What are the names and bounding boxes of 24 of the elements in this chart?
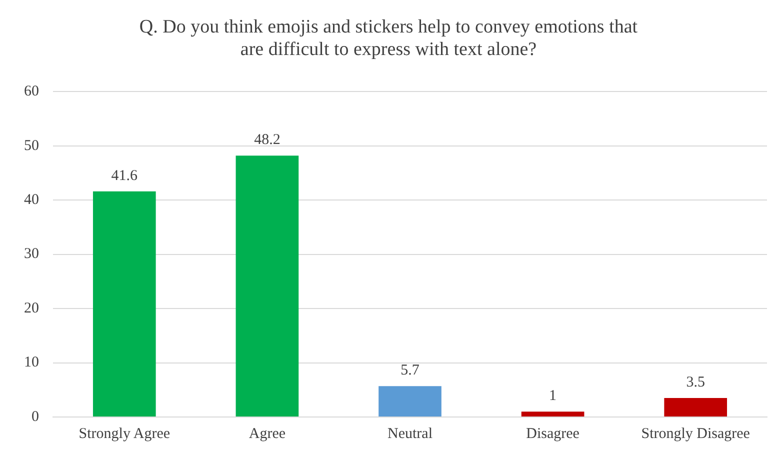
bar: [521, 412, 584, 416]
bar: [92, 191, 156, 416]
y-tick-label: 10: [24, 354, 39, 371]
bar: [236, 156, 299, 416]
data-label: 3.5: [686, 374, 705, 390]
bar: [664, 398, 728, 416]
text: Q. Do you think emojis and stickers help to convey emotions that: [139, 16, 638, 38]
y-tick-label: 60: [24, 84, 39, 100]
text: are difficult to express with text alone?: [240, 39, 537, 60]
data-label: 5.7: [400, 362, 420, 379]
y-tick-label: 0: [32, 408, 39, 425]
x-tick-label: Strongly Agree: [78, 426, 170, 442]
y-tick-label: 40: [24, 192, 39, 208]
x-tick-label: Agree: [248, 426, 286, 442]
bar: [378, 386, 442, 416]
data-label: 48.2: [254, 132, 280, 148]
x-tick-label: Disagree: [526, 426, 580, 442]
data-label: 1: [549, 388, 557, 404]
x-tick-label: Neutral: [388, 426, 432, 442]
y-tick-label: 50: [24, 138, 39, 154]
y-tick-label: 30: [24, 246, 39, 262]
x-tick-label: Strongly Disagree: [641, 426, 750, 442]
y-tick-label: 20: [24, 300, 39, 316]
data-label: 41.6: [111, 168, 138, 184]
